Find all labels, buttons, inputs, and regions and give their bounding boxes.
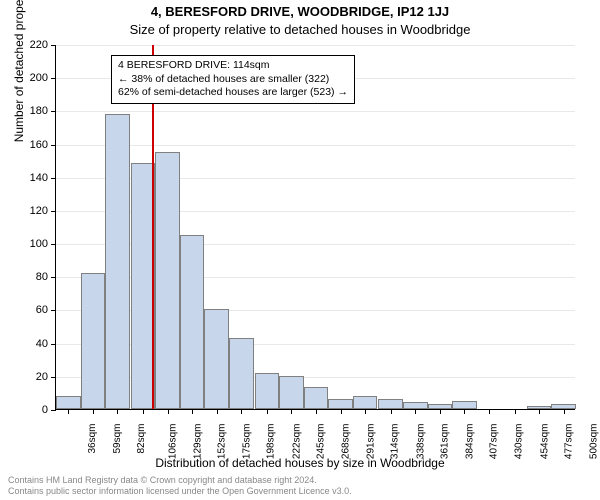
histogram-bar	[452, 401, 477, 409]
gridline	[56, 111, 575, 112]
x-tick-label: 245sqm	[316, 424, 327, 460]
x-tick	[489, 409, 490, 414]
y-tick	[51, 277, 56, 278]
y-tick-label: 40	[36, 338, 48, 350]
x-tick	[539, 409, 540, 414]
x-tick	[365, 409, 366, 414]
histogram-bar	[403, 402, 428, 409]
x-tick-label: 407sqm	[489, 424, 500, 460]
x-tick-label: 500sqm	[588, 424, 599, 460]
y-tick	[51, 377, 56, 378]
x-tick	[143, 409, 144, 414]
chart-main-title: 4, BERESFORD DRIVE, WOODBRIDGE, IP12 1JJ	[0, 4, 600, 19]
x-tick-label: 59sqm	[112, 424, 123, 454]
y-tick-label: 20	[36, 371, 48, 383]
histogram-plot-area: 4 BERESFORD DRIVE: 114sqm ← 38% of detac…	[55, 45, 575, 410]
histogram-bar	[304, 387, 329, 409]
x-tick	[117, 409, 118, 414]
x-tick-label: 338sqm	[415, 424, 426, 460]
footer-line-1: Contains HM Land Registry data © Crown c…	[8, 475, 352, 486]
footer-attribution: Contains HM Land Registry data © Crown c…	[8, 475, 352, 497]
y-tick-label: 200	[30, 72, 48, 84]
histogram-bar	[180, 235, 205, 409]
x-tick	[168, 409, 169, 414]
x-tick	[341, 409, 342, 414]
x-tick	[415, 409, 416, 414]
annotation-line-1: 4 BERESFORD DRIVE: 114sqm	[118, 59, 348, 73]
histogram-bar	[378, 399, 403, 409]
y-tick-label: 220	[30, 39, 48, 51]
x-tick	[391, 409, 392, 414]
histogram-bar	[279, 376, 304, 409]
histogram-bar	[81, 273, 106, 409]
y-tick	[51, 178, 56, 179]
x-tick	[93, 409, 94, 414]
x-tick-label: 222sqm	[291, 424, 302, 460]
x-tick	[564, 409, 565, 414]
x-tick	[291, 409, 292, 414]
x-tick-label: 129sqm	[192, 424, 203, 460]
histogram-bar	[255, 373, 280, 410]
y-tick-label: 180	[30, 105, 48, 117]
x-tick-label: 198sqm	[266, 424, 277, 460]
y-tick	[51, 410, 56, 411]
x-tick	[464, 409, 465, 414]
histogram-bar	[105, 114, 130, 409]
reference-annotation-box: 4 BERESFORD DRIVE: 114sqm ← 38% of detac…	[111, 55, 355, 104]
histogram-bar	[56, 396, 81, 409]
y-tick	[51, 45, 56, 46]
histogram-bar	[328, 399, 353, 409]
x-tick-label: 430sqm	[514, 424, 525, 460]
y-axis-title: Number of detached properties	[12, 0, 26, 142]
y-tick-label: 160	[30, 139, 48, 151]
x-tick	[241, 409, 242, 414]
y-tick-label: 60	[36, 304, 48, 316]
y-tick-label: 140	[30, 172, 48, 184]
x-tick	[267, 409, 268, 414]
gridline	[56, 45, 575, 46]
annotation-line-3: 62% of semi-detached houses are larger (…	[118, 86, 348, 100]
x-tick-label: 477sqm	[564, 424, 575, 460]
y-tick	[51, 310, 56, 311]
x-tick	[217, 409, 218, 414]
x-tick-label: 314sqm	[390, 424, 401, 460]
x-tick-label: 384sqm	[464, 424, 475, 460]
y-tick-label: 100	[30, 238, 48, 250]
histogram-bar	[155, 152, 180, 409]
x-tick	[515, 409, 516, 414]
gridline	[56, 145, 575, 146]
x-tick	[316, 409, 317, 414]
x-tick-label: 291sqm	[365, 424, 376, 460]
y-tick	[51, 244, 56, 245]
x-tick-label: 268sqm	[341, 424, 352, 460]
x-tick-label: 36sqm	[87, 424, 98, 454]
x-tick	[68, 409, 69, 414]
y-tick	[51, 111, 56, 112]
y-tick-label: 120	[30, 205, 48, 217]
x-tick-label: 175sqm	[241, 424, 252, 460]
x-tick	[192, 409, 193, 414]
histogram-bar	[353, 396, 378, 409]
histogram-bar	[229, 338, 254, 409]
x-tick-label: 152sqm	[217, 424, 228, 460]
x-tick-label: 361sqm	[440, 424, 451, 460]
x-tick-label: 82sqm	[136, 424, 147, 454]
x-tick-label: 106sqm	[168, 424, 179, 460]
x-tick	[440, 409, 441, 414]
y-tick-label: 80	[36, 271, 48, 283]
footer-line-2: Contains public sector information licen…	[8, 486, 352, 497]
histogram-bar	[204, 309, 229, 409]
y-tick	[51, 344, 56, 345]
y-tick	[51, 145, 56, 146]
y-tick	[51, 211, 56, 212]
y-tick-label: 0	[42, 404, 48, 416]
y-tick	[51, 78, 56, 79]
annotation-line-2: ← 38% of detached houses are smaller (32…	[118, 73, 348, 87]
x-axis-title: Distribution of detached houses by size …	[0, 456, 600, 470]
x-tick-label: 454sqm	[539, 424, 550, 460]
chart-sub-title: Size of property relative to detached ho…	[0, 22, 600, 37]
